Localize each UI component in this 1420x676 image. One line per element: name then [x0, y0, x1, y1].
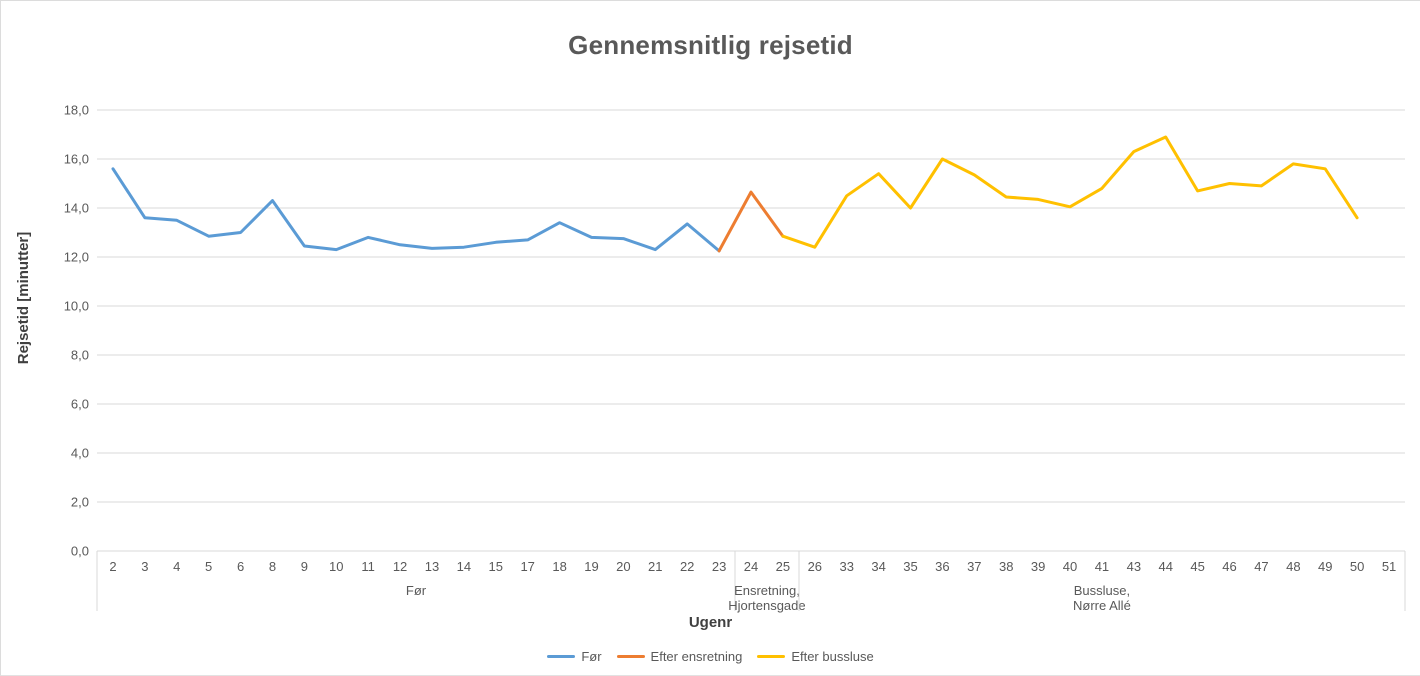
y-tick-label: 16,0 [64, 152, 89, 167]
x-tick-label: 11 [361, 559, 375, 574]
x-tick-label: 13 [425, 559, 439, 574]
x-tick-label: 21 [648, 559, 662, 574]
legend-label: Før [581, 648, 602, 664]
x-tick-label: 3 [141, 559, 148, 574]
legend-item-efter-bussluse[interactable]: Efter bussluse [757, 648, 874, 664]
x-tick-label: 50 [1350, 559, 1364, 574]
series-line-0 [111, 167, 721, 253]
x-tick-label: 8 [269, 559, 276, 574]
x-tick-label: 9 [301, 559, 308, 574]
x-tick-label: 34 [871, 559, 885, 574]
x-tick-label: 4 [173, 559, 180, 574]
x-tick-label: 41 [1095, 559, 1109, 574]
x-tick-label: 12 [393, 559, 407, 574]
x-tick-label: 15 [489, 559, 503, 574]
y-tick-label: 12,0 [64, 250, 89, 265]
x-tick-label: 35 [903, 559, 917, 574]
x-group-label: Ensretning, [734, 583, 800, 598]
x-tick-label: 38 [999, 559, 1013, 574]
y-tick-label: 8,0 [71, 348, 89, 363]
y-tick-label: 14,0 [64, 201, 89, 216]
x-tick-label: 24 [744, 559, 758, 574]
x-group-label: Hjortensgade [728, 598, 805, 613]
x-tick-label: 37 [967, 559, 981, 574]
x-tick-label: 33 [839, 559, 853, 574]
chart-title: Gennemsnitlig rejsetid [568, 30, 853, 60]
x-tick-label: 5 [205, 559, 212, 574]
x-tick-label: 51 [1382, 559, 1396, 574]
x-tick-label: 44 [1158, 559, 1172, 574]
x-tick-label: 43 [1127, 559, 1141, 574]
x-tick-label: 14 [457, 559, 471, 574]
x-tick-label: 6 [237, 559, 244, 574]
x-tick-label: 49 [1318, 559, 1332, 574]
series-line-2 [781, 135, 1359, 249]
y-tick-label: 6,0 [71, 397, 89, 412]
legend-swatch-line-icon [757, 654, 786, 658]
x-tick-label: 17 [520, 559, 534, 574]
x-tick-label: 20 [616, 559, 630, 574]
legend-item-efter-ensretning[interactable]: Efter ensretning [616, 648, 743, 664]
x-tick-label: 47 [1254, 559, 1268, 574]
x-tick-label: 46 [1222, 559, 1236, 574]
x-tick-label: 2 [109, 559, 116, 574]
y-tick-label: 18,0 [64, 103, 89, 118]
x-tick-label: 36 [935, 559, 949, 574]
y-tick-label: 2,0 [71, 495, 89, 510]
y-tick-label: 4,0 [71, 446, 89, 461]
legend-item-for[interactable]: Før [547, 648, 602, 664]
x-tick-label: 23 [712, 559, 726, 574]
x-tick-label: 45 [1190, 559, 1204, 574]
x-tick-label: 10 [329, 559, 343, 574]
x-axis-title: Ugenr [688, 614, 733, 631]
legend-label: Efter ensretning [650, 648, 743, 664]
legend-swatch-line-icon [616, 654, 645, 658]
legend: Før Efter ensretning Efter bussluse [1, 647, 1420, 665]
y-tick-label: 0,0 [71, 544, 89, 559]
x-tick-label: 40 [1063, 559, 1077, 574]
x-group-label: Før [406, 583, 427, 598]
x-tick-label: 19 [584, 559, 598, 574]
x-tick-label: 25 [776, 559, 790, 574]
x-tick-label: 26 [808, 559, 822, 574]
x-group-label: Bussluse, [1074, 583, 1130, 598]
x-tick-label: 39 [1031, 559, 1045, 574]
x-tick-label: 48 [1286, 559, 1300, 574]
y-tick-label: 10,0 [64, 299, 89, 314]
series-line-1 [717, 190, 785, 253]
x-group-label: Nørre Allé [1073, 598, 1131, 613]
legend-swatch-line-icon [547, 654, 576, 658]
x-tick-label: 22 [680, 559, 694, 574]
legend-label: Efter bussluse [791, 648, 874, 664]
x-tick-label: 18 [552, 559, 566, 574]
